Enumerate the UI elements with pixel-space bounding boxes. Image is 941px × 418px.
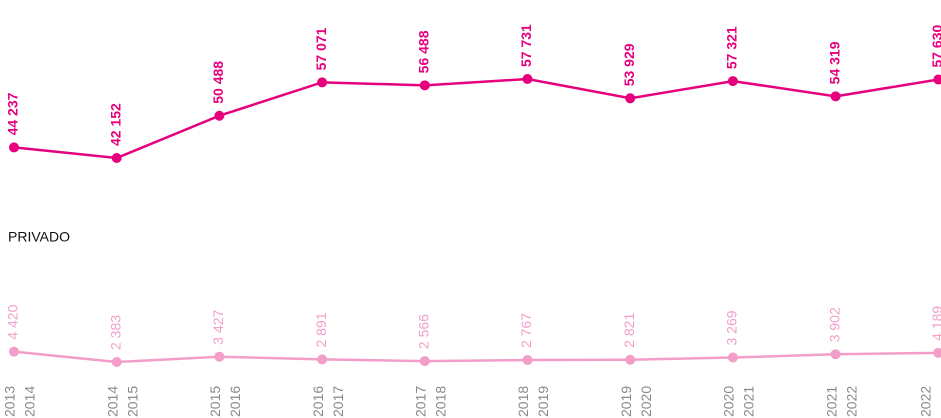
point: [419, 356, 430, 367]
value-label: 2 821: [621, 313, 637, 348]
value-label: 57 630: [929, 24, 941, 67]
x-tick-label: 2014: [104, 386, 120, 417]
value-label: 56 488: [416, 30, 432, 73]
x-tick-label: 2020: [638, 386, 654, 417]
value-label: 2 767: [518, 313, 534, 348]
point: [522, 355, 533, 366]
value-label: 2 566: [416, 314, 432, 349]
x-tick-label: 2016: [227, 386, 243, 417]
point: [933, 347, 941, 358]
x-tick-label: 2018: [515, 386, 531, 417]
x-tick-label: 2019: [618, 386, 634, 417]
point: [9, 142, 19, 153]
x-tick-label: 2015: [207, 386, 223, 417]
point: [727, 76, 738, 87]
x-tick-label: 2021: [741, 386, 757, 417]
x-tick-label: 2023: [938, 386, 941, 417]
point: [419, 80, 430, 91]
value-label: 50 488: [210, 61, 226, 104]
value-label: 44 237: [5, 92, 21, 135]
section-title: PRIVADO: [8, 229, 70, 245]
x-tick-label: 2017: [413, 386, 429, 417]
value-label: 54 319: [826, 41, 842, 84]
value-label: 4 420: [5, 304, 21, 339]
x-tick-label: 2022: [918, 386, 934, 417]
point: [625, 354, 636, 365]
line: [13, 350, 939, 364]
value-label: 4 189: [929, 306, 941, 341]
point: [214, 351, 225, 362]
value-label: 3 269: [724, 310, 740, 345]
value-label: 53 929: [621, 43, 637, 86]
x-tick-label: 2013: [2, 386, 18, 417]
point: [830, 349, 841, 360]
line: [13, 77, 939, 160]
x-tick-label: 2014: [22, 386, 38, 417]
x-tick-label: 2020: [721, 386, 737, 417]
value-label: 42 152: [107, 103, 123, 146]
x-tick-label: 2018: [433, 386, 449, 417]
value-label: 57 071: [313, 27, 329, 70]
point: [933, 74, 941, 85]
value-label: 3 902: [826, 307, 842, 342]
point: [111, 153, 122, 163]
point: [625, 93, 636, 104]
x-tick-label: 2017: [330, 386, 346, 417]
value-label: 3 427: [210, 309, 226, 344]
point: [317, 77, 328, 88]
value-label: 2 383: [107, 315, 123, 350]
x-tick-label: 2019: [535, 386, 551, 417]
point: [727, 352, 738, 363]
point: [111, 357, 122, 367]
point: [830, 91, 841, 102]
point: [9, 346, 19, 357]
value-label: 57 321: [724, 26, 740, 69]
value-label: 2 891: [313, 312, 329, 347]
x-tick-label: 2015: [124, 386, 140, 417]
x-tick-label: 2021: [823, 386, 839, 417]
point: [522, 74, 533, 85]
value-label: 57 731: [518, 24, 534, 67]
x-tick-label: 2022: [843, 386, 859, 417]
point: [317, 354, 328, 365]
point: [214, 110, 225, 121]
x-tick-label: 2016: [310, 386, 326, 417]
